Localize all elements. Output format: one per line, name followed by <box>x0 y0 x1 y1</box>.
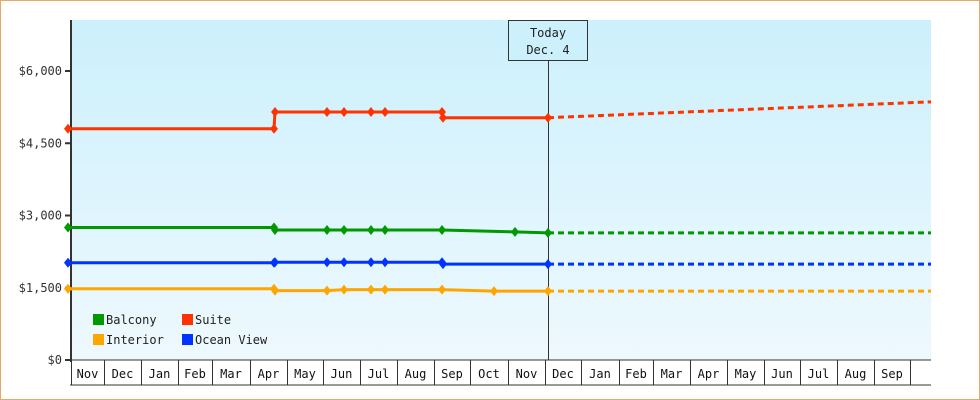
today-date: Dec. 4 <box>526 43 569 57</box>
x-month-label: May <box>735 367 757 381</box>
x-month-label: Feb <box>184 367 206 381</box>
x-month-label: Nov <box>77 367 99 381</box>
data-point <box>544 286 552 297</box>
legend-item-interior: Interior <box>93 333 164 347</box>
y-axis: $0 $1,500 $3,000 $4,500 $6,000 <box>19 20 72 367</box>
data-point <box>544 227 552 238</box>
y-tick-label: $6,000 <box>19 64 62 78</box>
x-month-label: Sep <box>881 367 903 381</box>
x-month-label: Nov <box>516 367 538 381</box>
x-month-label: Jul <box>368 367 390 381</box>
legend-swatch <box>182 334 193 345</box>
today-label-box <box>508 20 588 61</box>
legend-label: Balcony <box>106 313 157 327</box>
data-point <box>271 106 279 117</box>
x-month-label: Jul <box>808 367 830 381</box>
data-point <box>340 224 348 235</box>
x-month-label: Jan <box>589 367 611 381</box>
series-ocean-view <box>64 257 931 270</box>
legend-label: Ocean View <box>195 333 268 347</box>
data-point <box>64 257 72 268</box>
data-point <box>340 284 348 295</box>
x-month-label: Jun <box>771 367 793 381</box>
plot-area <box>71 20 931 360</box>
data-point <box>367 284 375 295</box>
data-point <box>544 259 552 270</box>
data-point <box>367 224 375 235</box>
data-point <box>340 106 348 117</box>
legend-item-balcony: Balcony <box>93 313 157 327</box>
data-point <box>271 285 279 296</box>
y-tick-label: $3,000 <box>19 209 62 223</box>
data-point <box>271 257 279 268</box>
series-suite <box>64 100 932 134</box>
legend-item-ocean-view: Ocean View <box>182 333 268 347</box>
data-point <box>381 224 389 235</box>
x-month-label: Aug <box>845 367 867 381</box>
x-month-label: Sep <box>441 367 463 381</box>
data-point <box>323 257 331 268</box>
y-tick-label: $1,500 <box>19 281 62 295</box>
x-month-label: Oct <box>478 367 500 381</box>
forecast-line <box>547 100 932 120</box>
series-balcony <box>64 222 931 238</box>
data-point <box>323 285 331 296</box>
legend-swatch <box>93 334 104 345</box>
series-lines <box>64 100 932 297</box>
data-point <box>367 257 375 268</box>
today-marker: Today Dec. 4 <box>508 20 588 360</box>
x-month-label: Feb <box>625 367 647 381</box>
data-point <box>438 284 446 295</box>
x-month-label: Dec <box>112 367 134 381</box>
x-month-label: Jan <box>149 367 171 381</box>
x-month-label: Mar <box>661 367 683 381</box>
data-point <box>439 112 447 123</box>
legend-label: Interior <box>106 333 164 347</box>
data-point <box>323 224 331 235</box>
y-tick-label: $0 <box>48 353 62 367</box>
series-interior <box>64 283 931 297</box>
legend-swatch <box>93 314 104 325</box>
data-point <box>64 123 72 134</box>
today-label: Today <box>530 26 566 40</box>
legend-label: Suite <box>195 313 231 327</box>
data-point <box>381 257 389 268</box>
x-month-label: May <box>294 367 316 381</box>
data-point <box>544 112 552 123</box>
data-point <box>511 226 519 237</box>
legend-item-suite: Suite <box>182 313 231 327</box>
data-point <box>270 123 278 134</box>
legend: Balcony Suite Interior Ocean View <box>93 313 268 347</box>
legend-swatch <box>182 314 193 325</box>
data-point <box>340 257 348 268</box>
data-point <box>367 106 375 117</box>
data-point <box>381 284 389 295</box>
x-axis: Nov Dec Jan Feb Mar Apr May Jun Jul Aug Sep Oct Nov D… <box>70 359 931 386</box>
x-month-label: Jun <box>331 367 353 381</box>
data-point <box>323 106 331 117</box>
x-month-label: Mar <box>220 367 242 381</box>
data-point <box>438 224 446 235</box>
data-point <box>439 259 447 270</box>
data-point <box>271 224 279 235</box>
data-point <box>381 106 389 117</box>
data-point <box>490 286 498 297</box>
x-month-label: Apr <box>258 367 280 381</box>
data-point <box>64 283 72 294</box>
data-point <box>64 222 72 233</box>
x-month-label: Apr <box>698 367 720 381</box>
y-tick-label: $4,500 <box>19 136 62 150</box>
x-month-label: Aug <box>405 367 427 381</box>
x-month-label: Dec <box>552 367 574 381</box>
